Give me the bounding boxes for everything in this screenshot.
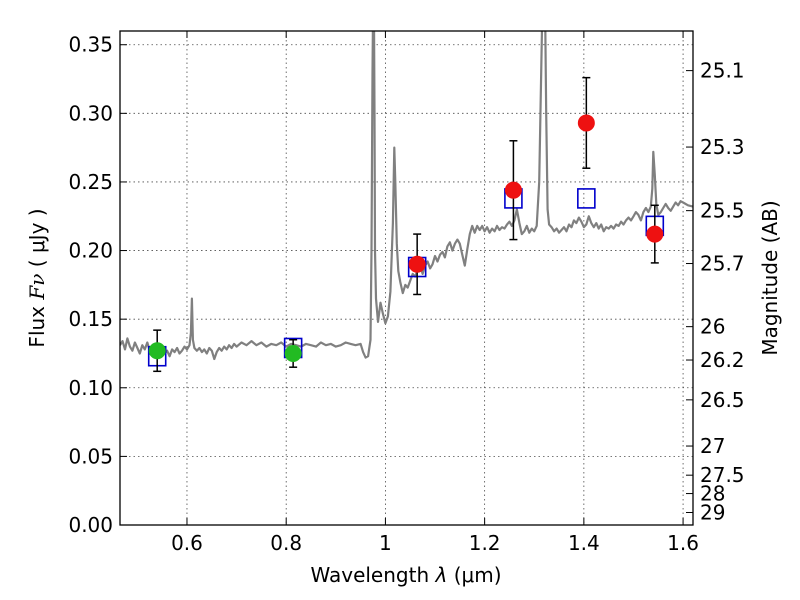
magnitude-tick-label: 26 [700,315,725,339]
observed-flux-point [646,225,664,243]
magnitude-axis-label: Magnitude (AB) [758,200,782,355]
observed-flux-point [408,255,426,273]
y-tick-label: 0.10 [68,376,113,400]
data-markers [147,76,665,373]
magnitude-tick-label: 27 [700,434,725,458]
magnitude-tick-label: 25.7 [700,252,745,276]
y-tick-label: 0.15 [68,307,113,331]
observed-flux-point [284,344,302,362]
observed-flux-point [577,114,595,132]
x-tick-label: 0.6 [171,531,203,555]
y-tick-label: 0.35 [68,33,113,57]
magnitude-tick-label: 28 [700,482,725,506]
y-tick-label: 0.20 [68,239,113,263]
observed-flux-point [148,342,166,360]
x-tick-label: 1.6 [667,531,699,555]
plot-frame [119,30,694,526]
y-tick-label: 0.00 [68,513,113,537]
magnitude-tick-label: 29 [700,500,725,524]
model-spectrum-line [120,31,693,361]
y-axis-label: Flux Fν ( μJy ) [25,208,49,347]
y-tick-label: 0.25 [68,170,113,194]
x-tick-label: 0.8 [270,531,302,555]
y-axis-ticks: 0.00 0.05 0.10 0.15 0.20 0.25 0.30 0.35 [68,33,127,537]
observed-flux-point [504,181,522,199]
y-tick-label: 0.05 [68,444,113,468]
magnitude-tick-label: 25.3 [700,135,745,159]
magnitude-tick-label: 25.1 [700,59,745,83]
x-axis-ticks: 0.6 0.8 1 1.2 1.4 1.6 [171,31,699,555]
x-tick-label: 1 [379,531,392,555]
x-tick-label: 1.4 [568,531,600,555]
magnitude-tick-label: 27.5 [700,463,745,487]
y-tick-label: 0.30 [68,101,113,125]
x-axis-label: Wavelength λ (μm) [310,563,501,587]
magnitude-tick-label: 25.5 [700,199,745,223]
magnitude-tick-label: 26.5 [700,388,745,412]
model-photometry-square [577,188,596,209]
x-tick-label: 1.2 [469,531,501,555]
magnitude-tick-label: 26.2 [700,348,745,372]
grid-lines [120,31,693,525]
